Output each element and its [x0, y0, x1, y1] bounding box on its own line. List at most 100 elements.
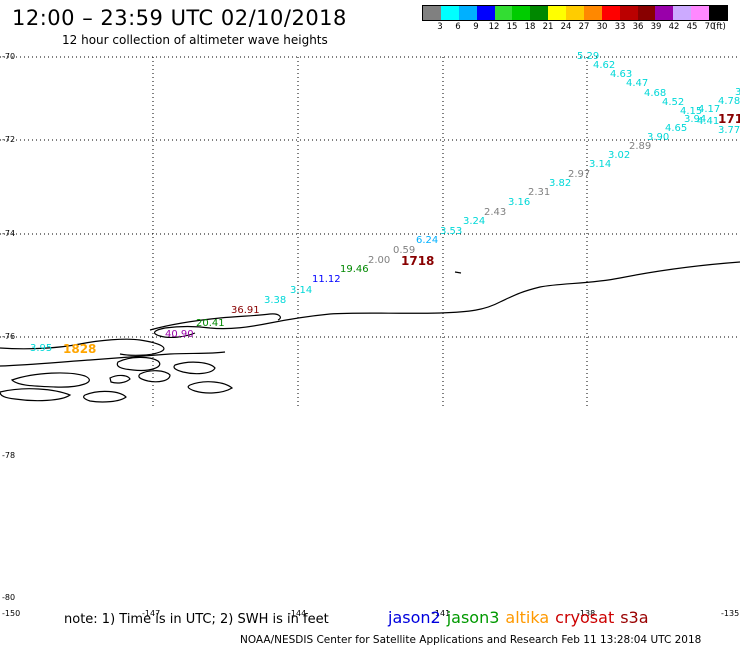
legend-swatch	[655, 6, 674, 20]
legend-label: 27	[578, 22, 590, 32]
legend-swatch	[512, 6, 531, 20]
lon-label-147: -147	[142, 609, 161, 618]
legend-label: 9	[473, 22, 479, 32]
satellite-s3a: s3a	[620, 608, 649, 627]
wave-height-label: 3.95	[30, 343, 53, 354]
legend-label: 24	[560, 22, 572, 32]
footer-note: note: 1) Time is in UTC; 2) SWH is in fe…	[64, 612, 329, 627]
wave-height-label: 4.15	[680, 106, 703, 117]
satellite-jason3: jason3	[446, 608, 500, 627]
island-5	[0, 388, 72, 402]
wave-height-label: 11.12	[312, 274, 341, 285]
wave-height-label: 4.68	[644, 88, 667, 99]
wave-height-label: 6.24	[416, 235, 439, 246]
wave-height-label: 4.78	[718, 96, 740, 107]
ice-shelf-edge	[0, 351, 226, 367]
legend-label: 42	[668, 22, 680, 32]
legend-labels: 3 6 9 12 15 18 21 24 27 30 33 36 39 42 45 70	[422, 22, 728, 34]
wave-height-label: 3.38	[264, 295, 287, 306]
island-7	[187, 381, 234, 394]
wave-height-label: 3.82	[549, 178, 572, 189]
legend-swatch	[530, 6, 549, 20]
inland-outline	[149, 313, 281, 331]
legend-label: 15	[506, 22, 518, 32]
wave-height-label: 5.29	[577, 51, 600, 62]
wave-height-label: 19.46	[340, 264, 369, 275]
wave-height-label: 4.47	[626, 78, 649, 89]
legend-swatch	[423, 6, 441, 20]
pass-time-label: 1828	[63, 342, 97, 356]
coastline	[0, 261, 740, 403]
legend-label: 6	[455, 22, 461, 32]
lon-label-135: -135	[721, 609, 740, 618]
wave-height-label: 4.52	[662, 97, 685, 108]
wave-height-label: 4.41	[697, 116, 720, 127]
wave-height-label: 4.62	[593, 60, 616, 71]
wave-height-label: 3.02	[608, 150, 631, 161]
legend-label: 21	[542, 22, 554, 32]
legend-label: 70	[704, 22, 716, 32]
legend-swatch	[566, 6, 584, 20]
satellite-altika: altika	[505, 608, 550, 627]
lon-label-138: -138	[577, 609, 596, 618]
lat-label-72: -72	[2, 135, 16, 144]
legend-label: 33	[614, 22, 626, 32]
legend-label: 18	[524, 22, 536, 32]
color-legend	[422, 5, 728, 21]
wave-height-label: 3.14	[290, 285, 313, 296]
pass-time-label: 171	[718, 112, 740, 126]
legend-swatch	[548, 6, 566, 20]
wave-height-label: 2.89	[629, 141, 652, 152]
legend-swatch	[494, 6, 513, 20]
coastline-shelf	[0, 338, 165, 356]
lat-label-80: -80	[2, 593, 16, 602]
legend-swatch	[709, 6, 727, 20]
island-1	[10, 372, 90, 388]
wave-height-label: 0.59	[393, 245, 416, 256]
wave-height-label: 3.77	[718, 125, 740, 136]
satellite-jason2: jason2	[388, 608, 441, 627]
legend-swatch	[458, 6, 477, 20]
satellite-cryosat: cryosat	[555, 608, 615, 627]
wave-height-label: 20.41	[196, 318, 225, 329]
wave-height-label: 3.90	[647, 132, 670, 143]
wave-height-label: 2.00	[368, 255, 391, 266]
wave-height-label: 3.14	[589, 159, 612, 170]
wave-height-label: 2.31	[528, 187, 551, 198]
island-3	[138, 370, 171, 383]
legend-label: 36	[632, 22, 644, 32]
wave-height-label: 2.97	[568, 169, 591, 180]
legend-swatch	[619, 6, 638, 20]
wave-height-label: 36.91	[231, 305, 260, 316]
wave-height-label: 3	[735, 87, 740, 98]
legend-swatch	[601, 6, 620, 20]
pass-time-label: 1718	[401, 254, 435, 268]
wave-height-label: 3.16	[508, 197, 531, 208]
island-6	[83, 390, 127, 403]
legend-swatch	[583, 6, 602, 20]
wave-height-label: 2.43	[484, 207, 507, 218]
grid-lines	[0, 56, 740, 407]
lon-label-141: -141	[432, 609, 451, 618]
legend-label: 39	[650, 22, 662, 32]
coastline-main	[153, 261, 740, 339]
legend-swatch	[691, 6, 709, 20]
footer-credit: NOAA/NESDIS Center for Satellite Applica…	[240, 634, 702, 646]
wave-height-label: 4.63	[610, 69, 633, 80]
map-subtitle: 12 hour collection of altimeter wave hei…	[62, 33, 328, 47]
wave-height-label: 4.17	[698, 104, 721, 115]
wave-height-label: 3.53	[440, 226, 463, 237]
legend-label: 12	[488, 22, 500, 32]
island-8	[109, 374, 131, 384]
legend-label: 45	[686, 22, 698, 32]
map-title: 12:00 – 23:59 UTC 02/10/2018	[12, 6, 347, 30]
lat-label-76: -76	[2, 332, 16, 341]
lon-label-144: -144	[288, 609, 307, 618]
wave-height-label: 4.65	[665, 123, 688, 134]
legend-unit: (ft)	[713, 22, 726, 32]
lat-label-74: -74	[2, 229, 16, 238]
wave-height-label: 40.90	[165, 329, 194, 340]
lon-label-150: -150	[2, 609, 21, 618]
lat-label-78: -78	[2, 451, 16, 460]
